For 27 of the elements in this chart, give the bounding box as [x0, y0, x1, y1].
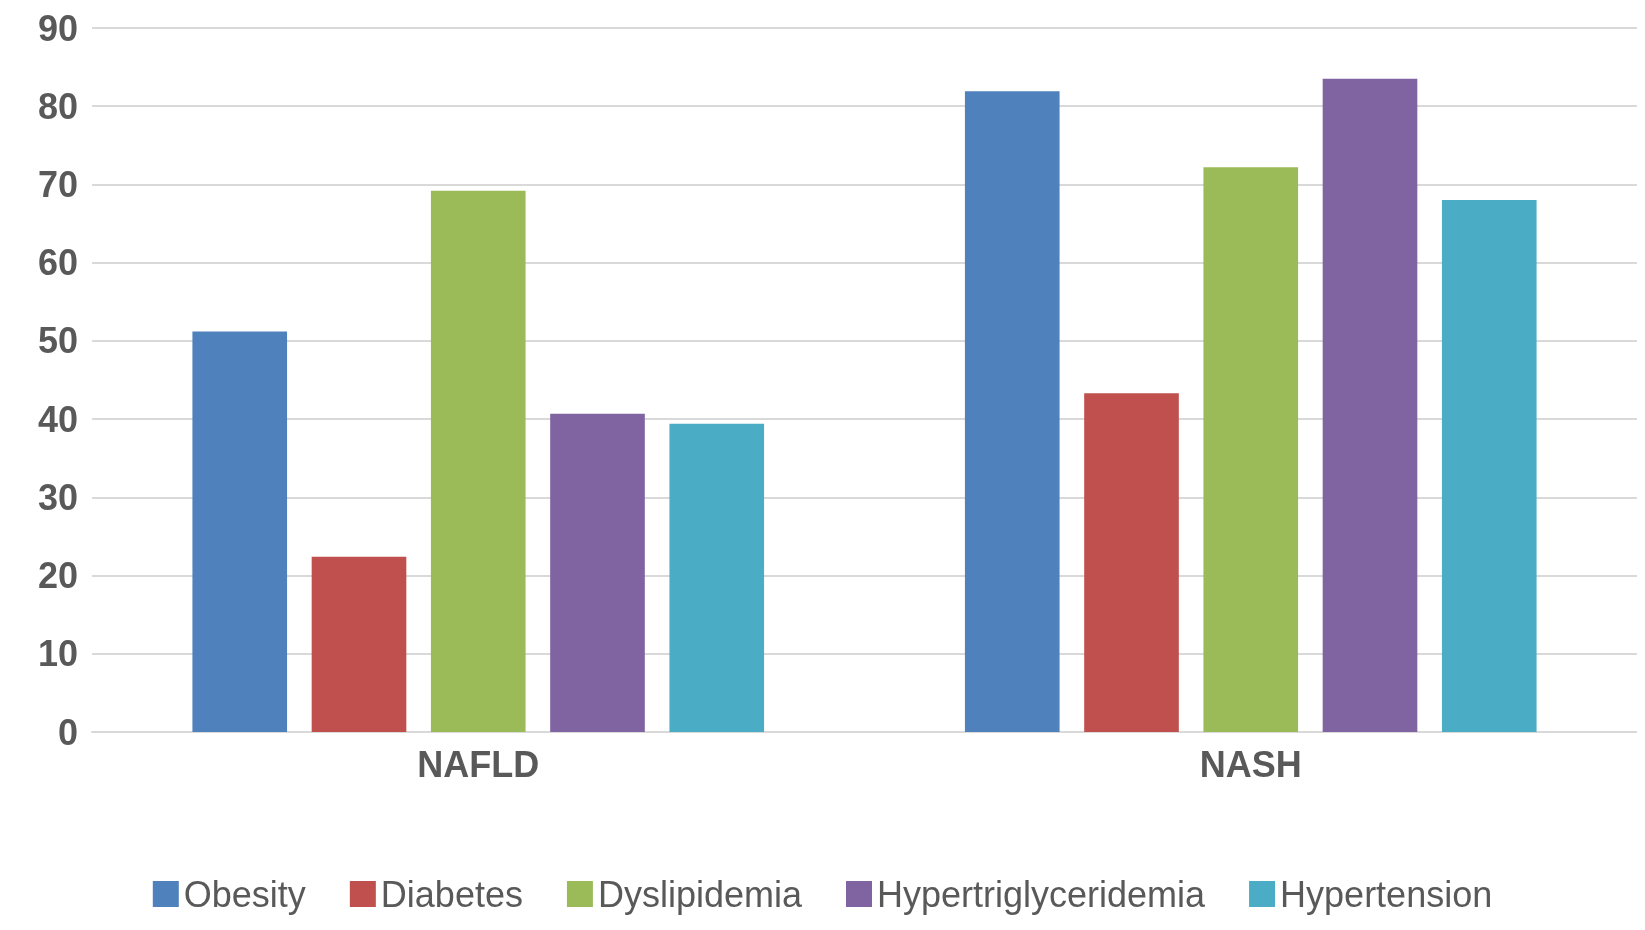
- x-tick-label: NASH: [1199, 743, 1302, 785]
- y-tick-label: 50: [37, 320, 78, 362]
- y-tick-label: 20: [37, 555, 78, 597]
- y-tick-label: 0: [57, 711, 78, 753]
- y-tick-label: 80: [37, 85, 78, 127]
- y-tick-label: 30: [37, 476, 78, 518]
- legend-label: Hypertriglyceridemia: [876, 873, 1207, 915]
- legend-label: Diabetes: [380, 873, 523, 915]
- legend-label: Dyslipidemia: [597, 873, 803, 915]
- x-tick-label: NAFLD: [417, 743, 540, 785]
- bar: [1084, 393, 1179, 732]
- y-tick-label: 70: [37, 163, 78, 205]
- legend-label: Hypertension: [1280, 873, 1493, 915]
- bar: [550, 413, 645, 732]
- y-tick-label: 40: [37, 398, 78, 440]
- bar: [311, 556, 407, 732]
- y-tick-label: 10: [37, 633, 78, 675]
- bar: [1441, 200, 1537, 732]
- bar: [1203, 167, 1299, 732]
- bar: [669, 423, 765, 732]
- bar: [430, 190, 526, 732]
- y-tick-label: 90: [37, 7, 78, 49]
- y-tick-label: 60: [37, 242, 78, 284]
- bar: [964, 91, 1060, 732]
- bar: [1322, 78, 1418, 732]
- legend-label: Obesity: [183, 873, 306, 915]
- bar: [192, 331, 288, 732]
